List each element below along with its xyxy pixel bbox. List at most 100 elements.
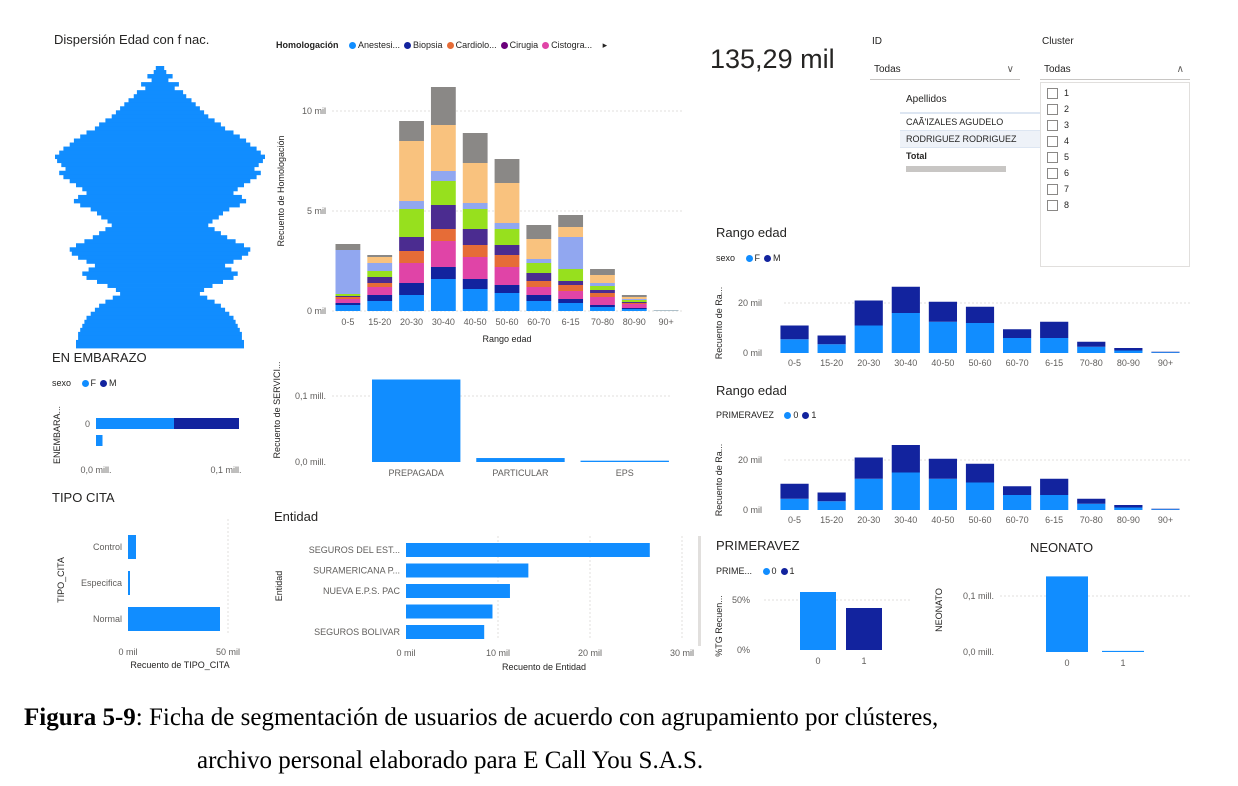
- rango-sexo-bar-segment[interactable]: [854, 300, 883, 326]
- homologacion-bar-segment[interactable]: [526, 263, 552, 273]
- embarazo-bar-f[interactable]: [96, 435, 103, 446]
- checkbox-icon[interactable]: [1047, 104, 1058, 116]
- embarazo-legend-item[interactable]: F: [78, 378, 96, 388]
- rango-primeravez-bar-segment[interactable]: [928, 458, 958, 479]
- neonato-bar[interactable]: [1046, 576, 1088, 652]
- homologacion-bar-segment[interactable]: [558, 299, 584, 303]
- homologacion-bar-segment[interactable]: [590, 283, 615, 286]
- cluster-option[interactable]: 6: [1047, 165, 1183, 181]
- homologacion-bar-segment[interactable]: [367, 263, 393, 271]
- primeravez-legend-item[interactable]: 1: [777, 566, 795, 576]
- homologacion-bar-segment[interactable]: [430, 241, 456, 267]
- checkbox-icon[interactable]: [1047, 136, 1058, 148]
- entidad-bar[interactable]: [406, 584, 510, 598]
- homologacion-bar-segment[interactable]: [399, 209, 424, 237]
- pyramid-chart[interactable]: [40, 60, 280, 350]
- horizontal-scrollbar[interactable]: [906, 166, 1006, 172]
- homologacion-bar-segment[interactable]: [335, 250, 361, 294]
- homologacion-bar-segment[interactable]: [494, 229, 520, 245]
- homologacion-bar-segment[interactable]: [526, 301, 552, 311]
- homologacion-legend-item[interactable]: Cistogra...: [538, 40, 592, 50]
- rango-primeravez-bar-segment[interactable]: [1002, 486, 1032, 495]
- homologacion-bar-segment[interactable]: [335, 297, 361, 299]
- apellidos-row[interactable]: RODRIGUEZ RODRIGUEZ: [900, 131, 1040, 148]
- homologacion-bar-segment[interactable]: [590, 305, 615, 307]
- homologacion-bar-segment[interactable]: [430, 279, 456, 311]
- primeravez-bar[interactable]: [846, 608, 882, 650]
- homologacion-bar-segment[interactable]: [462, 229, 488, 245]
- homologacion-bar-segment[interactable]: [621, 303, 647, 304]
- rango-sexo-bar-segment[interactable]: [928, 321, 958, 353]
- homologacion-bar-segment[interactable]: [621, 304, 647, 308]
- rango-sexo-bar-segment[interactable]: [928, 301, 958, 322]
- homologacion-bar-segment[interactable]: [494, 293, 520, 311]
- rango-primeravez-bar-segment[interactable]: [891, 445, 920, 473]
- tipo-cita-bar[interactable]: [128, 571, 130, 595]
- rango-primeravez-bar-segment[interactable]: [965, 463, 995, 483]
- rango-primeravez-bar-segment[interactable]: [817, 492, 846, 502]
- homologacion-bar-segment[interactable]: [558, 303, 584, 311]
- servicio-bar[interactable]: [476, 458, 565, 462]
- rango-sexo-bar-segment[interactable]: [1114, 350, 1143, 354]
- homologacion-bar-segment[interactable]: [494, 183, 520, 223]
- rango-primeravez-bar-segment[interactable]: [1002, 495, 1032, 510]
- rango-sexo-bar-segment[interactable]: [1002, 329, 1032, 338]
- homologacion-bar-segment[interactable]: [367, 295, 393, 301]
- primeravez-chart[interactable]: %TG Recuen... 50% 0% 0 1: [710, 578, 930, 678]
- rango-primeravez-bar-segment[interactable]: [854, 457, 883, 479]
- homologacion-bar-segment[interactable]: [367, 283, 393, 287]
- homologacion-bar-segment[interactable]: [399, 263, 424, 283]
- rango-sexo-bar-segment[interactable]: [965, 306, 995, 323]
- rango-primeravez-bar-segment[interactable]: [1114, 507, 1143, 511]
- servicio-bar[interactable]: [580, 460, 669, 462]
- rango-primeravez-bar-segment[interactable]: [780, 498, 809, 510]
- cluster-option[interactable]: 1: [1047, 85, 1183, 101]
- slicer-cluster-dropdown[interactable]: Todas ∧: [1040, 60, 1190, 80]
- rango-sexo-bar-segment[interactable]: [1077, 341, 1106, 347]
- rango-primeravez-bar-segment[interactable]: [1040, 478, 1069, 495]
- checkbox-icon[interactable]: [1047, 168, 1058, 180]
- rango-sexo-legend-item[interactable]: F: [742, 253, 760, 263]
- homologacion-bar-segment[interactable]: [335, 305, 361, 311]
- homologacion-bar-segment[interactable]: [430, 171, 456, 181]
- homologacion-legend-item[interactable]: Cardiolo...: [443, 40, 497, 50]
- homologacion-bar-segment[interactable]: [462, 279, 488, 289]
- rango-sexo-bar-segment[interactable]: [891, 313, 920, 353]
- homologacion-bar-segment[interactable]: [399, 201, 424, 209]
- tipo-cita-bar[interactable]: [128, 607, 220, 631]
- embarazo-bar-f[interactable]: [96, 418, 174, 429]
- checkbox-icon[interactable]: [1047, 152, 1058, 164]
- homologacion-bar-segment[interactable]: [621, 297, 647, 299]
- homologacion-bar-segment[interactable]: [526, 281, 552, 287]
- homologacion-bar-segment[interactable]: [430, 229, 456, 241]
- homologacion-bar-segment[interactable]: [558, 237, 584, 269]
- homologacion-bar-segment[interactable]: [399, 141, 424, 201]
- homologacion-bar-segment[interactable]: [621, 299, 647, 300]
- rango-primeravez-legend-item[interactable]: 1: [798, 410, 816, 420]
- homologacion-bar-segment[interactable]: [430, 267, 456, 279]
- homologacion-bar-segment[interactable]: [335, 244, 361, 250]
- rango-primeravez-bar-segment[interactable]: [1151, 508, 1180, 510]
- rango-sexo-bar-segment[interactable]: [1040, 338, 1069, 353]
- embarazo-chart[interactable]: ENEMBARA... 0 0,0 mill. 0,1 mill.: [50, 395, 260, 485]
- apellidos-header[interactable]: Apellidos: [900, 88, 1040, 114]
- homologacion-bar-segment[interactable]: [399, 283, 424, 295]
- homologacion-bar-segment[interactable]: [494, 255, 520, 267]
- rango-sexo-chart[interactable]: Recuento de Ra... 20 mil 0 mil 0-5 15-20 20-3…: [710, 268, 1210, 376]
- homologacion-bar-segment[interactable]: [430, 87, 456, 125]
- homologacion-bar-segment[interactable]: [335, 303, 361, 305]
- homologacion-bar-segment[interactable]: [621, 308, 647, 309]
- cluster-option[interactable]: 3: [1047, 117, 1183, 133]
- homologacion-bar-segment[interactable]: [335, 299, 361, 303]
- homologacion-bar-segment[interactable]: [462, 209, 488, 229]
- homologacion-bar-segment[interactable]: [526, 273, 552, 281]
- primeravez-bar[interactable]: [800, 592, 836, 650]
- homologacion-bar-segment[interactable]: [558, 285, 584, 291]
- homologacion-bar-segment[interactable]: [590, 307, 615, 311]
- homologacion-bar-segment[interactable]: [367, 277, 393, 283]
- rango-sexo-bar-segment[interactable]: [1040, 321, 1069, 338]
- tipo-cita-bar[interactable]: [128, 535, 136, 559]
- apellidos-table[interactable]: Apellidos CAÃ'IZALES AGUDELO RODRIGUEZ RO…: [900, 88, 1040, 188]
- checkbox-icon[interactable]: [1047, 88, 1058, 100]
- neonato-chart[interactable]: NEONATO 0,1 mill. 0,0 mill. 0 1: [930, 570, 1210, 678]
